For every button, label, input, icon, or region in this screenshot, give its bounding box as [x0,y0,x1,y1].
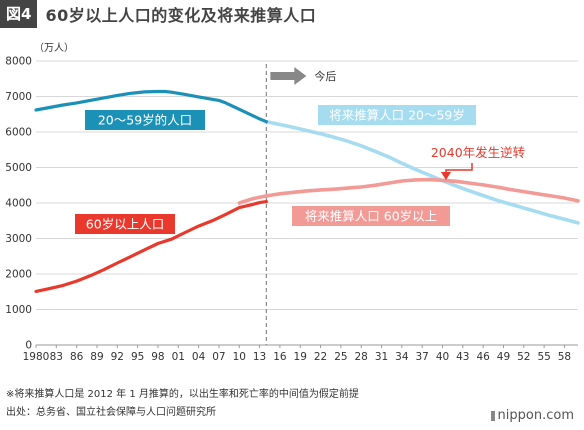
crossover-label: 2040年发生逆转 [431,145,525,160]
x-tick-label: 25 [334,351,347,363]
series-label-box [292,206,450,226]
x-tick-label: 13 [253,351,266,363]
series-label: 60岁以上人口 [86,217,164,232]
publisher-logo: nippon.com [490,408,574,423]
crossover-arrow-icon [441,172,451,180]
x-tick-label: 43 [456,351,469,363]
series-line [237,177,580,205]
series-line [34,89,268,124]
series-line [34,200,268,293]
series-label: 将来推算人口 20〜59岁 [329,108,465,123]
series-label: 20〜59岁的人口 [98,113,192,128]
x-tick-label: 40 [436,351,449,363]
x-tick-label: 83 [50,351,63,363]
x-tick-label: 34 [395,351,409,363]
x-tick-label: 98 [151,351,164,363]
y-tick-label: 4000 [5,198,32,210]
future-arrow-icon [270,67,307,85]
x-tick-label: 19 [294,351,307,363]
y-axis-label: （万人） [34,42,74,54]
x-tick-label: 22 [314,351,327,363]
source-note: 出处：总务省、国立社会保障与人口问题研究所 [6,407,216,418]
footnote: ※将来推算人口是 2012 年 1 月推算的，以出生率和死亡率的中间值为假定前提 [6,389,359,400]
y-tick-label: 7000 [5,91,32,103]
logo-mark-icon [490,410,495,421]
x-tick-label: 86 [70,351,84,363]
y-tick-label: 3000 [5,233,32,245]
y-tick-label: 6000 [5,127,32,139]
x-tick-label: 01 [172,351,185,363]
x-tick-label: 1980 [23,351,50,363]
x-tick-label: 31 [375,351,388,363]
figure-badge: 図4 [0,0,38,28]
y-tick-label: 2000 [5,269,32,281]
series-label-box [318,105,476,125]
y-tick-label: 1000 [5,304,32,316]
chart-title: 60岁以上人口的变化及将来推算人口 [45,6,317,25]
y-tick-label: 8000 [5,56,32,68]
x-tick-label: 16 [273,351,287,363]
x-tick-label: 58 [558,351,571,363]
x-tick-label: 28 [355,351,368,363]
x-tick-label: 92 [111,351,124,363]
x-tick-label: 55 [537,351,550,363]
series-label-box [85,110,205,130]
x-tick-label: 04 [192,351,206,363]
y-tick-label: 5000 [5,162,32,174]
y-tick-label: 0 [25,340,32,352]
x-tick-label: 07 [212,351,225,363]
future-arrow-label: 今后 [314,69,336,83]
title-bar: 図4 60岁以上人口的变化及将来推算人口 [0,0,316,28]
x-tick-label: 52 [517,351,530,363]
series-label: 将来推算人口 60岁以上 [305,209,437,224]
x-tick-label: 49 [497,351,510,363]
series-line [264,119,580,225]
logo-text: nippon.com [497,408,574,423]
x-tick-label: 95 [131,351,144,363]
x-tick-label: 46 [476,351,490,363]
x-tick-label: 89 [90,351,103,363]
series-label-box [75,214,175,234]
x-tick-label: 37 [415,351,428,363]
x-tick-label: 10 [233,351,246,363]
